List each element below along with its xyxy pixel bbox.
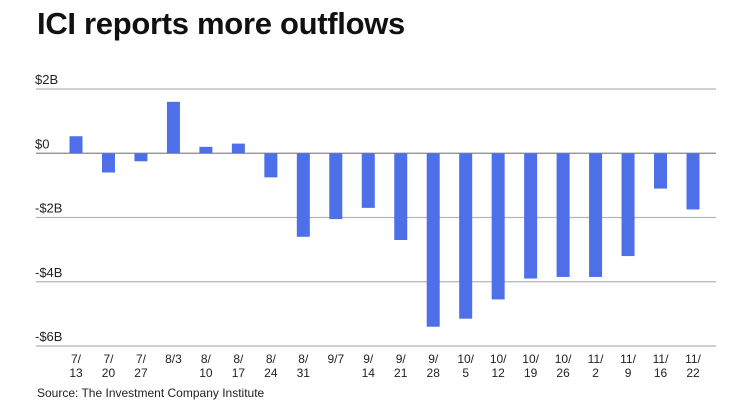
source-note: Source: The Investment Company Institute [37,386,265,400]
bar-7-13 [69,136,83,154]
x-tick-label: 13 [69,366,83,380]
bar-10-26 [556,153,570,277]
bar-8-10 [199,146,213,154]
x-tick-label: 17 [232,366,246,380]
bar-9-7 [329,153,343,220]
x-tick-label: 26 [556,366,570,380]
x-tick-label: 22 [686,366,700,380]
bar-10-5 [459,153,473,319]
x-tick-label: 8/3 [165,352,182,366]
y-tick-label: $2B [35,72,58,87]
bar-7-20 [101,153,115,173]
bar-9-28 [426,153,440,327]
bar-8-3 [166,101,180,154]
y-tick-label: -$2B [35,201,62,216]
x-tick-label: 8/ [233,352,244,366]
x-tick-label: 8/ [201,352,212,366]
x-tick-label: 7/ [103,352,114,366]
bar-11-22 [686,153,700,210]
bar-8-31 [296,153,310,237]
x-tick-label: 10/ [522,352,539,366]
y-tick-label: -$4B [35,265,62,280]
bar-11-9 [621,153,635,257]
y-tick-label: -$6B [35,329,62,344]
bar-9-14 [361,153,375,208]
x-tick-label: 11/ [685,352,701,366]
x-tick-label: 27 [134,366,148,380]
x-tick-label: 16 [654,366,668,380]
x-tick-label: 7/ [136,352,147,366]
x-tick-label: 10/ [457,352,474,366]
bar-10-19 [524,153,538,279]
x-tick-label: 20 [102,366,116,380]
bar-11-2 [589,153,603,277]
y-tick-label: $0 [35,136,49,151]
chart-title: ICI reports more outflows [37,6,405,41]
x-tick-label: 7/ [71,352,82,366]
x-tick-label: 8/ [266,352,277,366]
x-tick-label: 10/ [555,352,572,366]
bar-10-12 [491,153,505,300]
x-tick-label: 9/ [396,352,407,366]
x-tick-label: 24 [264,366,278,380]
x-tick-label: 11/ [653,352,669,366]
bar-9-21 [394,153,408,240]
x-tick-label: 10/ [490,352,507,366]
bar-11-16 [654,153,668,189]
x-tick-label: 12 [491,366,505,380]
bar-8-24 [264,153,278,178]
x-tick-label: 8/ [298,352,309,366]
x-tick-label: 9/ [363,352,374,366]
x-tick-label: 9/ [428,352,439,366]
x-tick-label: 19 [524,366,538,380]
bar-7-27 [134,153,148,162]
x-tick-label: 9/7 [327,352,344,366]
x-tick-label: 21 [394,366,408,380]
x-tick-label: 14 [362,366,376,380]
x-tick-label: 11/ [620,352,636,366]
x-tick-label: 31 [297,366,311,380]
x-tick-label: 2 [592,366,599,380]
x-tick-label: 10 [199,366,213,380]
x-tick-label: 9 [625,366,632,380]
x-tick-label: 5 [462,366,469,380]
bar-8-17 [231,143,245,154]
x-tick-label: 28 [427,366,441,380]
x-tick-label: 11/ [588,352,604,366]
